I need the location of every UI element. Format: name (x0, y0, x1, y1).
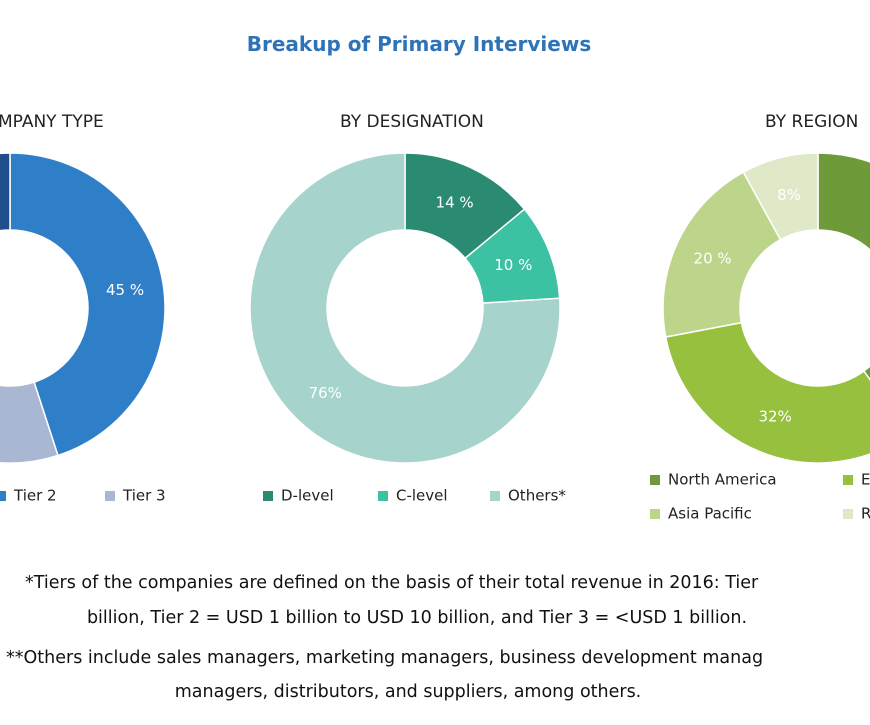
legend-label: Others* (508, 486, 566, 505)
footnote-line: **Others include sales managers, marketi… (6, 648, 764, 668)
data-label-row: 8% (777, 186, 801, 204)
legend-item-d-level: D-level (263, 486, 334, 505)
legend-swatch (378, 490, 388, 501)
region-chart-title: BY REGION (765, 112, 859, 132)
company-type-chart-title: MPANY TYPE (0, 112, 104, 132)
donut-slice-row (742, 152, 819, 241)
legend-label: R (861, 504, 870, 523)
legend-label: Asia Pacific (668, 504, 752, 523)
footnote-line: managers, distributors, and suppliers, a… (174, 682, 642, 702)
legend-item-row: R (843, 504, 870, 523)
legend-swatch (843, 508, 853, 519)
data-label-others: 76% (309, 384, 342, 402)
donut-slice-tier2 (9, 152, 166, 457)
footnote-line: *Tiers of the companies are defined on t… (25, 573, 759, 593)
legend-item-europe: E (843, 470, 870, 489)
legend-item-tier2: Tier 2 (0, 486, 57, 505)
data-label-d-level: 14 % (436, 194, 474, 212)
footnote-line: billion, Tier 2 = USD 1 billion to USD 1… (86, 608, 748, 628)
donut-slice-others (249, 152, 561, 464)
data-label-c-level: 10 % (494, 256, 532, 274)
legend-swatch (105, 490, 115, 501)
legend-item-c-level: C-level (378, 486, 448, 505)
legend-item-north-america: North America (650, 470, 777, 489)
legend-item-tier3: Tier 3 (105, 486, 166, 505)
legend-label: D-level (281, 486, 334, 505)
data-label-asia-pacific: 20 % (694, 249, 732, 267)
legend-label: E (861, 470, 870, 489)
legend-swatch (490, 490, 500, 501)
legend-item-asia-pacific: Asia Pacific (650, 504, 752, 523)
donut-slice-tier1 (0, 152, 11, 232)
page-title: Breakup of Primary Interviews (246, 32, 592, 56)
designation-chart-title: BY DESIGNATION (340, 112, 484, 132)
legend-swatch (650, 508, 660, 519)
legend-label: Tier 3 (123, 486, 166, 505)
legend-swatch (0, 490, 6, 501)
legend-swatch (650, 474, 660, 485)
donut-slice-north-america (817, 152, 870, 381)
legend-swatch (263, 490, 273, 501)
legend-label: C-level (396, 486, 448, 505)
donut-slice-europe (664, 321, 870, 464)
data-label-tier2: 45 % (106, 281, 144, 299)
donut-slice-asia-pacific (662, 171, 782, 338)
legend-label: Tier 2 (14, 486, 57, 505)
donut-slice-tier3 (0, 381, 59, 464)
legend-swatch (843, 474, 853, 485)
legend-item-others: Others* (490, 486, 566, 505)
legend-label: North America (668, 470, 777, 489)
data-label-europe: 32% (758, 407, 791, 425)
